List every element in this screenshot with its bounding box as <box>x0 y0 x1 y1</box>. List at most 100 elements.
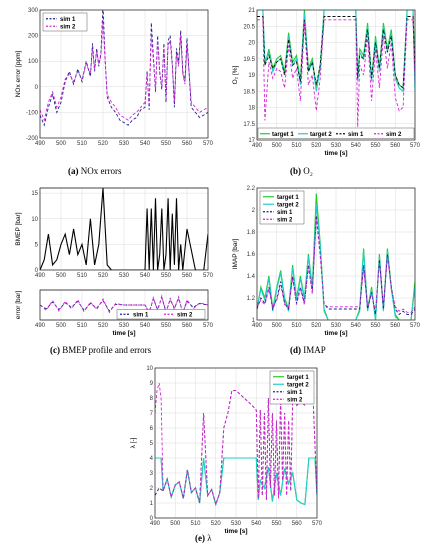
x-tick-label: 520 <box>98 141 109 147</box>
plot-frame <box>39 187 209 271</box>
plot-frame <box>39 289 209 321</box>
series-group <box>257 193 415 320</box>
x-tick-label: 500 <box>272 323 283 329</box>
y-tick-label: 20 <box>248 41 255 47</box>
caption-b-tag: (b) <box>290 166 301 176</box>
legend-label: sim 2 <box>60 24 76 30</box>
y-tick-label: 21 <box>248 8 255 14</box>
x-tick-label: 550 <box>271 521 282 527</box>
caption-c-text: BMEP profile and errors <box>62 345 152 355</box>
legend-box <box>116 309 206 320</box>
caption-b: (b) O₂ <box>290 166 313 176</box>
caption-b-text: O₂ <box>303 166 313 176</box>
x-tick-label: 510 <box>77 323 88 329</box>
y-tick-label: 5 <box>150 441 154 447</box>
x-tick-label: 530 <box>119 323 130 329</box>
x-tick-label: 540 <box>140 141 151 147</box>
caption-e: (e) λ <box>195 533 212 543</box>
x-tick-label: 570 <box>203 323 214 329</box>
y-tick-label: 7 <box>150 411 154 417</box>
series-line-sim-1 <box>257 16 415 89</box>
y-tick-label: 1 <box>150 501 154 507</box>
y-axis-label: error [bar] <box>15 291 22 320</box>
y-tick-label: 1.6 <box>247 252 256 258</box>
legend-label: target 1 <box>277 195 299 201</box>
y-axis-label: IMAP [bar] <box>232 239 239 270</box>
series-group <box>40 294 208 316</box>
x-tick-label: 510 <box>190 521 201 527</box>
x-tick-label: 510 <box>77 273 88 279</box>
x-tick-label: 510 <box>77 141 88 147</box>
x-tick-label: 560 <box>390 143 401 149</box>
x-axis-label: time [s] <box>224 528 247 535</box>
series-line-sim-2 <box>155 382 317 507</box>
caption-c-tag: (c) <box>50 345 60 355</box>
legend-label: sim 1 <box>133 312 149 318</box>
series-line-sim-2 <box>40 20 208 122</box>
chart-c2: 490 500 510 520 530 540 550 560 570 time [s] error… <box>15 289 214 337</box>
y-tick-label: 300 <box>28 8 39 14</box>
y-tick-label: 15 <box>31 191 38 197</box>
caption-e-text: λ <box>207 533 212 543</box>
series-group <box>40 10 208 127</box>
chart-a: 490 500 510 520 530 540 550 560 570 -200 -100 0 100 2… <box>15 8 214 147</box>
x-tick-label: 540 <box>140 323 151 329</box>
x-tick-label: 510 <box>291 143 302 149</box>
x-tick-label: 530 <box>231 521 242 527</box>
x-tick-label: 570 <box>203 141 214 147</box>
y-tick-label: 19.5 <box>243 57 255 63</box>
x-tick-label: 520 <box>311 143 322 149</box>
legend-label: target 1 <box>287 375 309 381</box>
series-line-sim-1 <box>257 215 415 316</box>
x-tick-label: 560 <box>390 323 401 329</box>
x-tick-label: 500 <box>170 521 181 527</box>
x-tick-label: 550 <box>370 323 381 329</box>
plot-frame <box>39 9 209 139</box>
y-tick-label: 8 <box>150 396 154 402</box>
x-tick-label: 550 <box>161 273 172 279</box>
x-tick-label: 550 <box>161 141 172 147</box>
chart-e: 490 500 510 520 530 540 550 560 570 0 1 2 3 4 5 6 7 8 9 10 t… <box>130 366 323 535</box>
x-tick-label: 490 <box>252 143 263 149</box>
y-tick-label: -100 <box>26 110 39 116</box>
y-tick-label: 1 <box>252 318 256 324</box>
y-tick-label: 100 <box>28 59 39 65</box>
series-group <box>40 188 208 270</box>
plot-frame <box>256 187 416 321</box>
x-tick-label: 540 <box>351 143 362 149</box>
x-tick-label: 560 <box>182 141 193 147</box>
legend-label: sim 1 <box>277 210 293 216</box>
x-tick-label: 520 <box>98 323 109 329</box>
x-tick-label: 540 <box>140 273 151 279</box>
series-line-sim-2 <box>257 19 415 128</box>
x-tick-label: 490 <box>35 141 46 147</box>
x-tick-label: 560 <box>182 323 193 329</box>
chart-d: 490 500 510 520 530 540 550 560 570 1 1.2 1.4 1.6 1.8… <box>232 186 421 337</box>
legend-label: sim 1 <box>348 132 364 138</box>
caption-a: (a) NOx errors <box>68 166 122 176</box>
y-tick-label: 6 <box>150 426 154 432</box>
y-tick-label: 0 <box>150 516 154 522</box>
x-tick-label: 530 <box>331 323 342 329</box>
x-tick-label: 490 <box>252 323 263 329</box>
x-tick-label: 520 <box>98 273 109 279</box>
y-tick-label: -200 <box>26 136 39 142</box>
y-tick-label: 10 <box>31 217 38 223</box>
y-tick-label: 1.8 <box>247 230 256 236</box>
y-tick-label: 2 <box>252 208 256 214</box>
x-tick-label: 540 <box>251 521 262 527</box>
legend-label: sim 2 <box>386 132 402 138</box>
x-tick-label: 520 <box>311 323 322 329</box>
series-line-sim-1 <box>40 10 208 127</box>
legend-label: target 2 <box>310 132 332 138</box>
y-tick-label: 18 <box>248 106 255 112</box>
y-axis-label: BMEP [bar] <box>15 212 22 245</box>
x-axis-label: time [s] <box>112 330 135 337</box>
legend-label: target 2 <box>277 202 299 208</box>
x-tick-label: 570 <box>410 143 421 149</box>
series-line-sim-2 <box>40 294 208 316</box>
y-tick-label: 2 <box>150 486 154 492</box>
caption-a-text: NOx errors <box>80 166 122 176</box>
